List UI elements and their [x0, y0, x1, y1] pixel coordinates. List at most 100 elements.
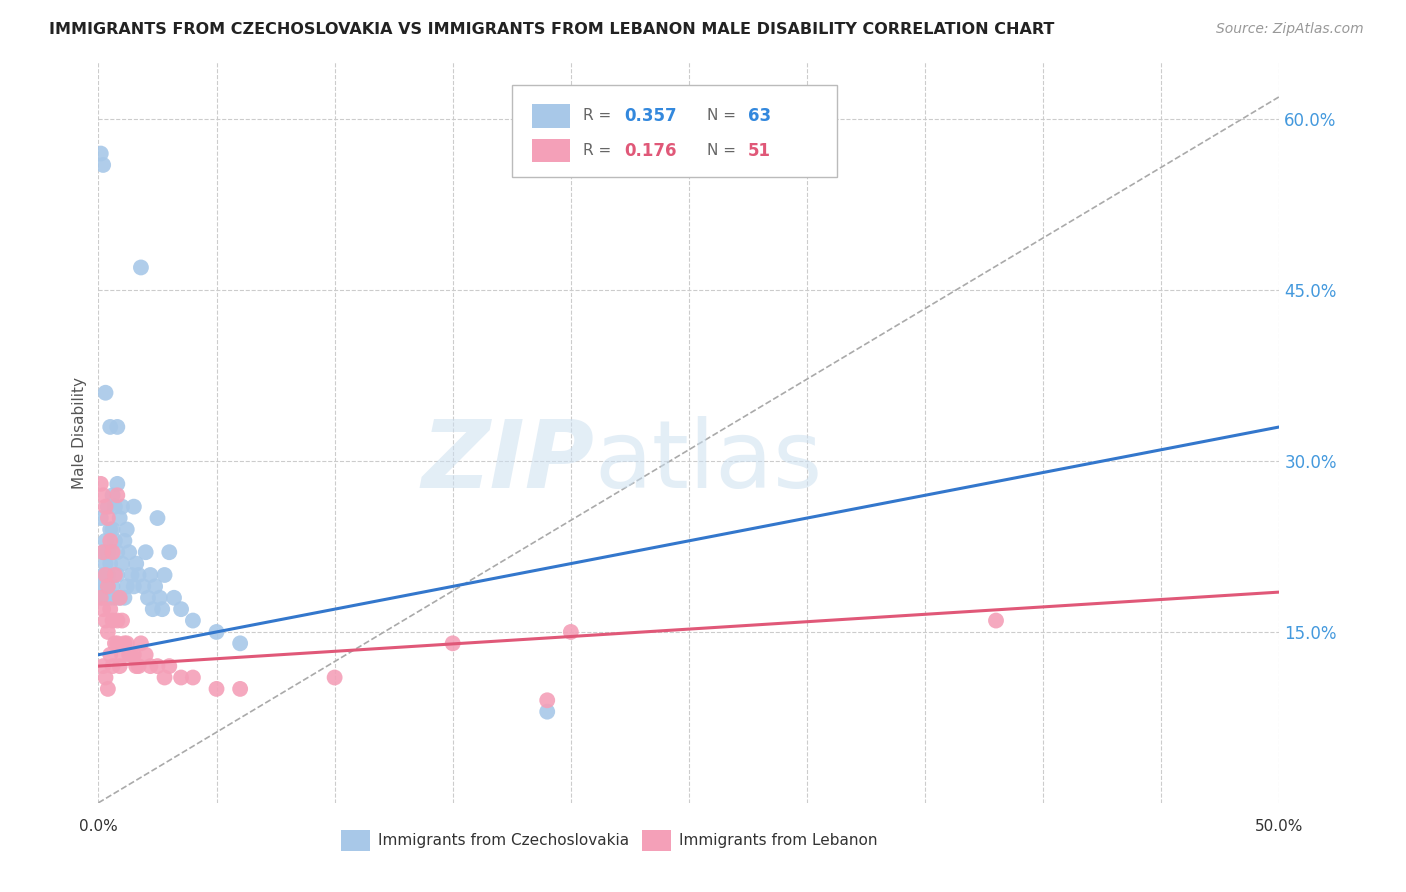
Point: [94, 568, 117, 582]
Point: [108, 659, 131, 673]
Point: [94, 533, 117, 548]
Point: [98, 602, 121, 616]
Point: [181, 614, 204, 628]
Point: [101, 488, 124, 502]
Point: [97, 545, 120, 559]
Point: [125, 557, 148, 571]
Point: [97, 511, 120, 525]
Point: [94, 557, 117, 571]
Text: Immigrants from Czechoslovakia: Immigrants from Czechoslovakia: [378, 833, 630, 848]
Point: [91, 488, 114, 502]
Point: [139, 568, 162, 582]
Point: [108, 591, 131, 605]
Point: [91, 158, 114, 172]
Point: [91, 602, 114, 616]
Point: [984, 614, 1007, 628]
Point: [90, 476, 112, 491]
Text: IMMIGRANTS FROM CZECHOSLOVAKIA VS IMMIGRANTS FROM LEBANON MALE DISABILITY CORREL: IMMIGRANTS FROM CZECHOSLOVAKIA VS IMMIGR…: [49, 22, 1054, 37]
Point: [441, 636, 464, 650]
Point: [115, 579, 138, 593]
Point: [536, 705, 558, 719]
Text: ZIP: ZIP: [422, 417, 595, 508]
Text: 0.176: 0.176: [624, 142, 676, 160]
Text: 50.0%: 50.0%: [1256, 819, 1303, 834]
Point: [129, 260, 152, 275]
Point: [229, 681, 252, 696]
Point: [143, 579, 166, 593]
Point: [111, 557, 134, 571]
Point: [560, 624, 582, 639]
Point: [104, 500, 127, 514]
Point: [105, 568, 128, 582]
Point: [91, 659, 114, 673]
Text: 0.0%: 0.0%: [79, 819, 118, 834]
Point: [91, 591, 114, 605]
Point: [146, 659, 169, 673]
Text: Immigrants from Lebanon: Immigrants from Lebanon: [679, 833, 877, 848]
Point: [157, 545, 180, 559]
Point: [153, 671, 176, 685]
Point: [98, 557, 121, 571]
Y-axis label: Male Disability: Male Disability: [72, 376, 87, 489]
Point: [170, 671, 193, 685]
Point: [94, 568, 117, 582]
Point: [125, 659, 148, 673]
FancyBboxPatch shape: [531, 138, 569, 162]
Point: [108, 591, 131, 605]
Point: [98, 420, 121, 434]
Point: [101, 659, 124, 673]
FancyBboxPatch shape: [641, 830, 671, 851]
Point: [91, 545, 114, 559]
Point: [323, 671, 346, 685]
Point: [94, 614, 117, 628]
Point: [115, 523, 138, 537]
Text: atlas: atlas: [595, 417, 823, 508]
Point: [146, 511, 169, 525]
Point: [111, 614, 134, 628]
Point: [149, 591, 172, 605]
Point: [94, 385, 117, 400]
Point: [136, 591, 159, 605]
Point: [97, 579, 120, 593]
Point: [112, 636, 135, 650]
Text: 63: 63: [748, 107, 770, 125]
Point: [105, 476, 128, 491]
Point: [91, 579, 114, 593]
Point: [150, 602, 173, 616]
Point: [97, 568, 120, 582]
Point: [142, 602, 165, 616]
Point: [118, 545, 141, 559]
Point: [128, 568, 150, 582]
Point: [101, 614, 124, 628]
Text: N =: N =: [707, 108, 741, 123]
Point: [94, 671, 117, 685]
Point: [111, 648, 134, 662]
Point: [105, 614, 128, 628]
Point: [101, 523, 124, 537]
Point: [128, 659, 150, 673]
Point: [97, 624, 120, 639]
Point: [97, 500, 120, 514]
Point: [105, 488, 128, 502]
FancyBboxPatch shape: [512, 85, 837, 178]
Point: [105, 545, 128, 559]
Point: [94, 500, 117, 514]
Point: [97, 681, 120, 696]
Text: N =: N =: [707, 143, 741, 158]
Point: [115, 636, 138, 650]
Point: [101, 545, 124, 559]
Point: [118, 648, 141, 662]
Point: [139, 659, 162, 673]
Point: [121, 568, 143, 582]
Point: [536, 693, 558, 707]
Point: [112, 591, 135, 605]
Point: [157, 659, 180, 673]
Point: [91, 545, 114, 559]
Point: [104, 636, 127, 650]
Point: [135, 648, 157, 662]
Text: 0.357: 0.357: [624, 107, 676, 125]
Text: 51: 51: [748, 142, 770, 160]
Point: [111, 500, 134, 514]
Point: [135, 545, 157, 559]
Point: [108, 511, 131, 525]
